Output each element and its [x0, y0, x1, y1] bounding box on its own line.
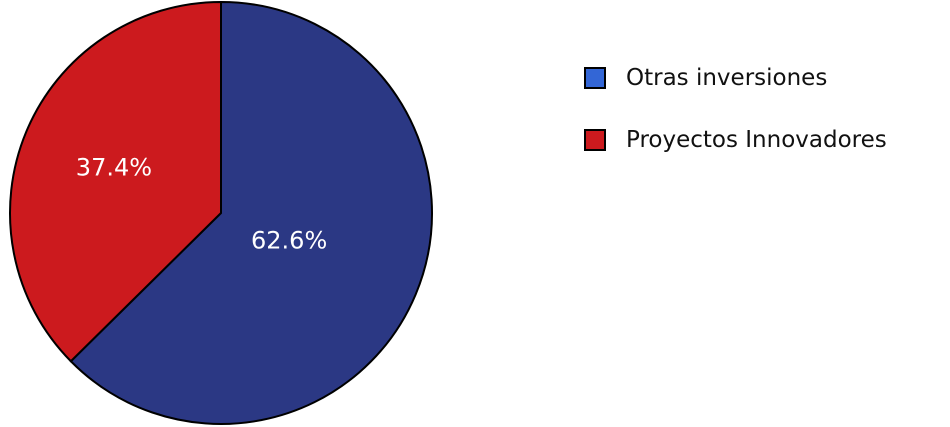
legend-label-otras-inversiones: Otras inversiones [626, 65, 828, 91]
pie-slices [9, 0, 433, 425]
pie-chart: 62.6% 37.4% [9, 0, 433, 425]
legend: Otras inversiones Proyectos Innovadores [584, 62, 887, 186]
pie-slice-proyectos-innovadores [9, 0, 222, 363]
data-label-proyectos-innovadores: 37.4% [76, 153, 152, 181]
legend-swatch-otras-inversiones [584, 67, 606, 89]
legend-item-otras-inversiones: Otras inversiones [584, 62, 887, 94]
pie-labels: 62.6% 37.4% [76, 153, 327, 254]
legend-swatch-proyectos-innovadores [584, 129, 606, 151]
legend-label-proyectos-innovadores: Proyectos Innovadores [626, 127, 887, 153]
pie-slice-otras-inversiones [69, 0, 433, 425]
data-label-otras-inversiones: 62.6% [251, 226, 327, 254]
legend-item-proyectos-innovadores: Proyectos Innovadores [584, 124, 887, 156]
